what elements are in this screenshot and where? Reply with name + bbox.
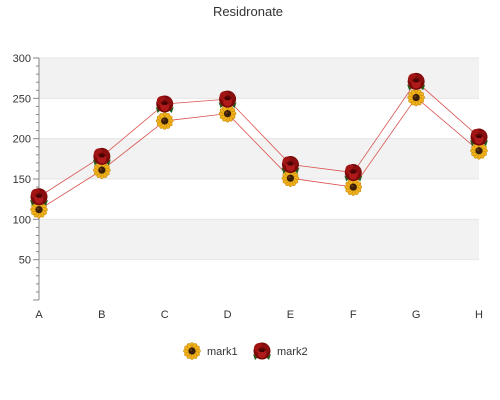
rose-icon [252,342,272,361]
y-tick-label: 100 [13,214,31,226]
y-tick-label: 250 [13,93,31,105]
y-tick-label: 200 [13,134,31,146]
y-tick-label: 50 [19,255,31,267]
y-tick-label: 300 [13,53,31,65]
chart-title: Residronate [213,4,283,19]
series-line-mark2 [38,80,480,198]
legend-label-mark2: mark2 [277,346,308,358]
x-tick-label: G [412,309,421,321]
x-tick-label: E [287,309,294,321]
x-tick-label: B [98,309,105,321]
x-tick-label: D [224,309,232,321]
sunflower-icon [183,342,201,360]
legend-label-mark1: mark1 [207,346,238,358]
x-tick-label: H [475,309,483,321]
grid-band [39,58,479,99]
x-tick-label: F [350,309,357,321]
x-tick-label: A [35,309,43,321]
series-line-mark1 [38,96,480,210]
grid-band [39,179,479,220]
x-tick-label: C [161,309,169,321]
grid-band [39,219,479,260]
grid-band [39,259,479,300]
y-tick-label: 150 [13,174,31,186]
data-point-mark2 [469,128,489,147]
